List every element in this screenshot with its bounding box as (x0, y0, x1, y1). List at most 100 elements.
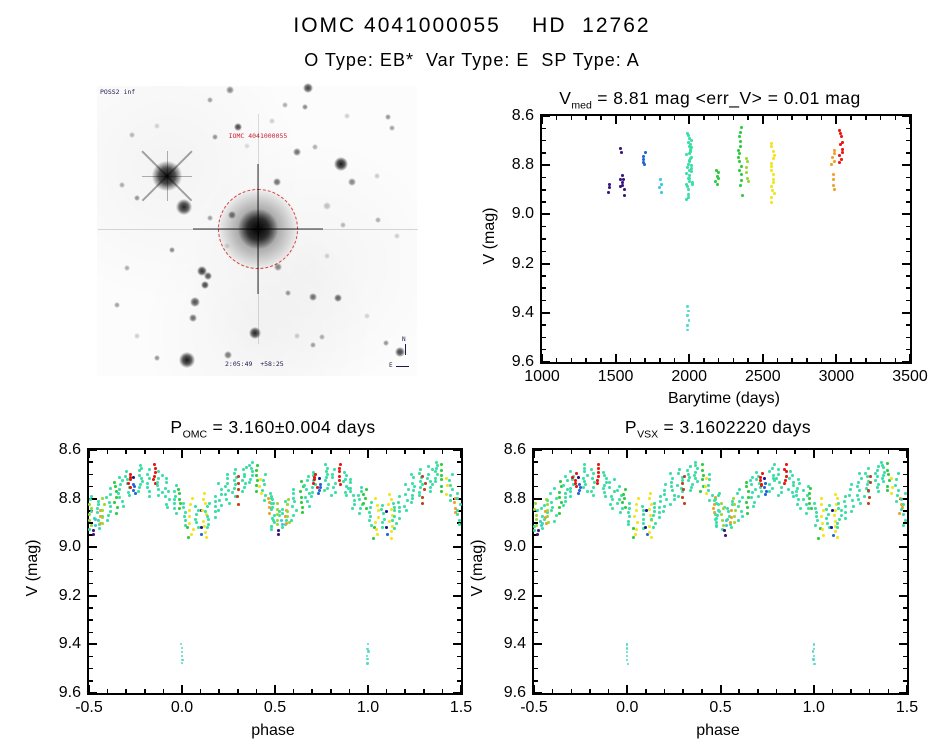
data-point (101, 521, 105, 525)
data-point (268, 511, 272, 515)
data-point (777, 472, 781, 476)
data-point (410, 501, 413, 505)
data-point (292, 500, 296, 504)
axis-tick (906, 287, 910, 289)
data-point (327, 483, 331, 487)
data-point (423, 488, 426, 492)
data-point (902, 513, 906, 517)
data-point (351, 507, 355, 511)
data-point (304, 488, 308, 492)
data-point (550, 500, 554, 504)
data-point (782, 481, 786, 485)
data-point (746, 176, 750, 180)
axis-tick (453, 692, 461, 694)
axis-tick (906, 348, 910, 351)
data-point (589, 468, 593, 472)
data-point (364, 487, 368, 491)
data-point (396, 500, 400, 504)
axis-tick (659, 358, 661, 362)
axis-tick (663, 450, 666, 454)
data-point (827, 512, 831, 516)
data-point (814, 524, 818, 528)
data-point (635, 520, 639, 524)
axis-tick (292, 450, 295, 454)
data-point (125, 478, 129, 482)
axis-tick (533, 685, 535, 693)
data-point (658, 178, 662, 182)
data-point (677, 471, 681, 475)
axis-tick (879, 358, 882, 362)
data-point (764, 489, 768, 493)
data-point (123, 474, 127, 478)
data-point (689, 149, 693, 153)
data-point (578, 486, 582, 490)
data-point (866, 483, 870, 487)
data-point (264, 493, 268, 497)
data-point (814, 511, 818, 515)
axis-tick (534, 667, 538, 670)
data-point (298, 490, 302, 494)
data-point (444, 477, 448, 481)
axis-tick (534, 534, 538, 536)
data-point (700, 469, 704, 473)
data-point (357, 497, 361, 501)
data-point (303, 483, 307, 487)
data-point (902, 503, 906, 507)
data-point (426, 476, 430, 480)
star (309, 293, 317, 301)
data-point (324, 462, 328, 466)
data-point (670, 476, 674, 480)
data-point (825, 522, 829, 526)
data-point (867, 489, 871, 493)
data-point (338, 479, 342, 483)
axis-tick (89, 607, 93, 609)
axis-tick (747, 358, 749, 362)
data-point (536, 509, 540, 513)
tick-label: 8.6 (503, 441, 526, 458)
data-point (670, 484, 674, 488)
axis-tick (89, 558, 93, 561)
data-point (325, 466, 329, 470)
data-point (628, 506, 632, 510)
star (224, 243, 230, 249)
data-point (745, 160, 749, 164)
data-point (569, 494, 573, 498)
data-point (788, 477, 792, 481)
axis-tick (806, 358, 808, 362)
data-point (802, 498, 806, 502)
star (207, 215, 213, 221)
data-point (860, 476, 864, 480)
data-point (348, 481, 352, 485)
data-point (833, 514, 837, 518)
axis-tick (385, 450, 388, 454)
data-point (737, 487, 741, 491)
data-point (435, 473, 439, 477)
data-point (324, 479, 328, 483)
data-point (226, 481, 230, 485)
data-point (820, 497, 824, 501)
data-point (283, 515, 287, 519)
axis-tick (125, 689, 127, 693)
data-point (866, 479, 870, 483)
data-point (544, 521, 548, 525)
data-point (837, 518, 841, 521)
axis-tick (441, 689, 444, 693)
axis-tick (865, 116, 867, 120)
star (189, 314, 197, 322)
star (201, 281, 209, 289)
data-point (849, 509, 853, 513)
data-point (455, 497, 459, 501)
data-point (331, 472, 335, 476)
data-point (311, 491, 315, 495)
data-point (271, 505, 275, 509)
data-point (775, 477, 779, 481)
data-point (890, 477, 894, 481)
data-point (285, 522, 289, 526)
data-point (715, 520, 719, 524)
data-point (717, 491, 721, 495)
data-point (218, 498, 222, 502)
data-point (98, 514, 102, 518)
data-point (769, 196, 773, 200)
axis-tick (125, 450, 127, 454)
data-point (268, 492, 272, 496)
